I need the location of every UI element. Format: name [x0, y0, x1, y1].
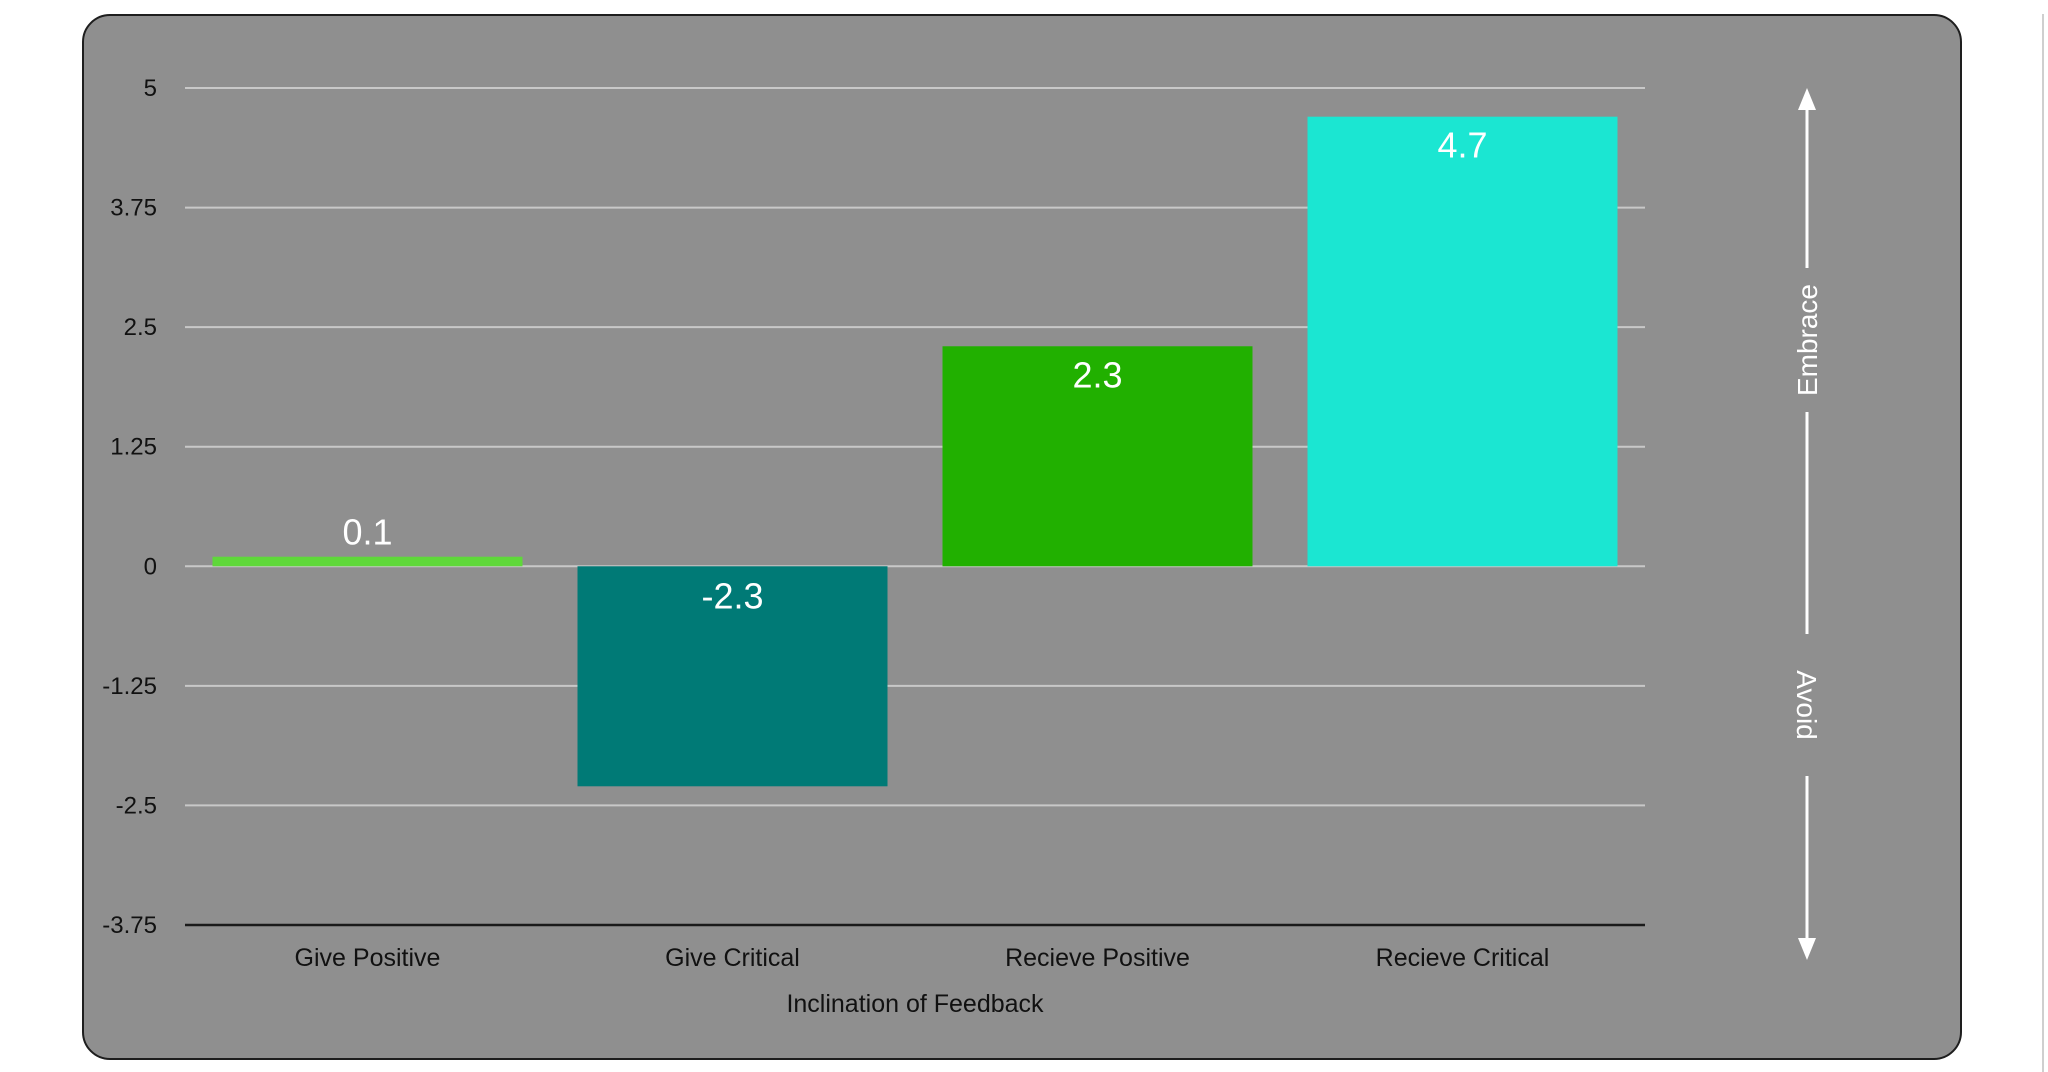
- bar-give-positive: [212, 556, 523, 567]
- y-tick-label: 2.5: [124, 314, 157, 341]
- embrace-avoid-axis: Embrace Avoid: [1791, 88, 1823, 960]
- data-label: 2.3: [1072, 354, 1122, 395]
- category-label: Recieve Positive: [1005, 944, 1190, 972]
- data-label: -2.3: [701, 575, 763, 616]
- y-tick-label: -1.25: [102, 673, 157, 700]
- bar-recieve-critical: [1307, 116, 1618, 567]
- avoid-label: Avoid: [1791, 670, 1822, 740]
- data-label: 0.1: [342, 512, 392, 553]
- bar-recieve-positive: [942, 346, 1253, 567]
- category-labels: Give Positive Give Critical Recieve Positi…: [295, 944, 1550, 972]
- bars: [212, 116, 1618, 787]
- data-label: 4.7: [1437, 125, 1487, 166]
- y-tick-label: -2.5: [116, 792, 157, 819]
- y-tick-label: -3.75: [102, 912, 157, 939]
- y-tick-label: 3.75: [110, 195, 157, 222]
- y-tick-label: 1.25: [110, 434, 157, 461]
- up-arrow-icon: [1798, 88, 1816, 110]
- down-arrow-icon: [1798, 938, 1816, 960]
- embrace-label: Embrace: [1792, 284, 1823, 396]
- data-labels: 0.1 -2.3 2.3 4.7: [342, 125, 1487, 617]
- category-label: Recieve Critical: [1376, 944, 1550, 972]
- category-label: Give Positive: [295, 944, 441, 972]
- y-tick-label: 0: [144, 553, 157, 580]
- x-axis-title: Inclination of Feedback: [786, 990, 1044, 1018]
- y-tick-label: 5: [144, 75, 157, 102]
- page-edge-divider: [2042, 14, 2044, 1072]
- category-label: Give Critical: [665, 944, 800, 972]
- y-tick-labels: 5 3.75 2.5 1.25 0 -1.25 -2.5 -3.75: [102, 75, 157, 939]
- bar-give-critical: [577, 566, 888, 787]
